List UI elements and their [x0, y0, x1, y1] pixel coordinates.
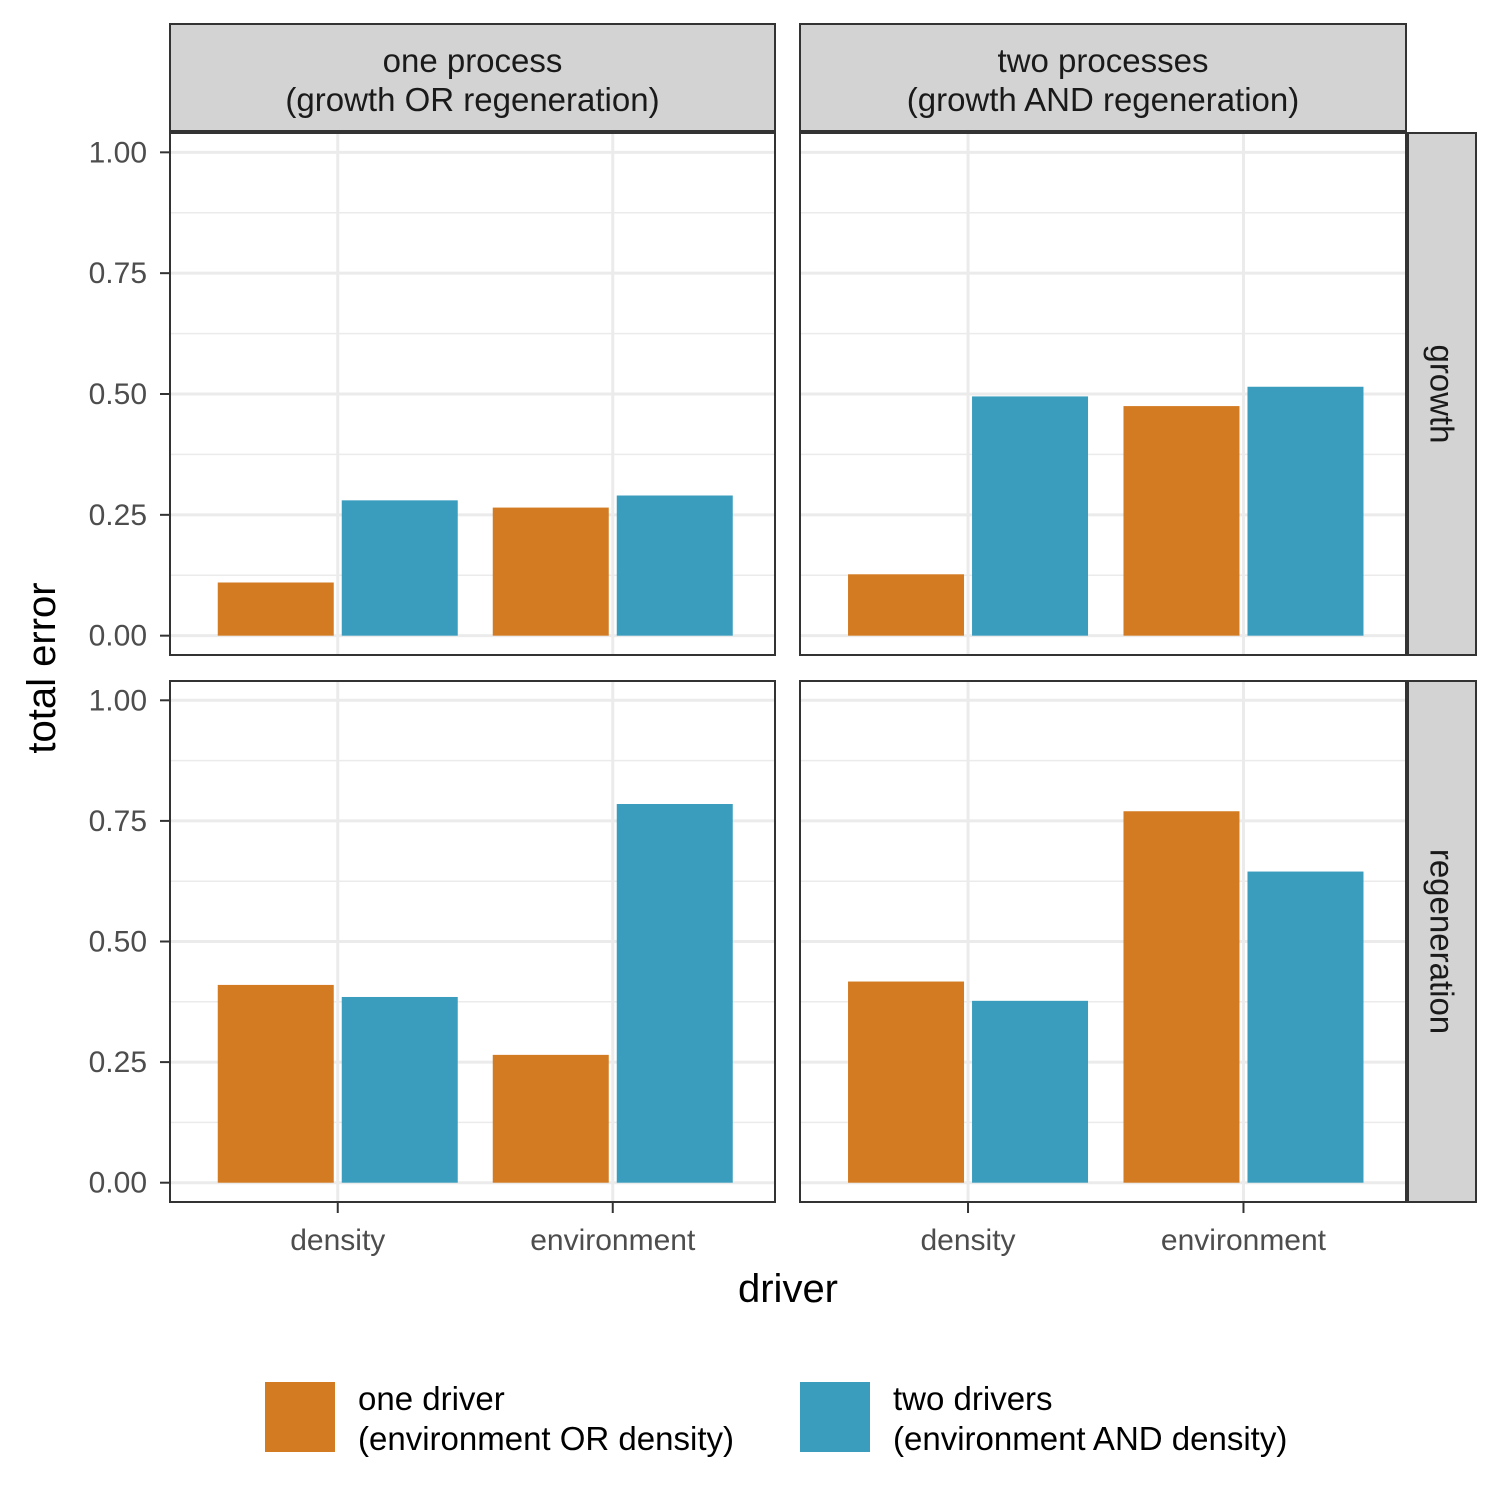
panel-border	[799, 132, 1407, 656]
x-tick-label: environment	[1161, 1224, 1327, 1257]
y-tick-label: 0.75	[89, 805, 147, 838]
bar-two-drivers-density	[341, 996, 458, 1183]
bar-two-drivers-density	[972, 396, 1089, 636]
legend-swatch	[265, 1382, 335, 1452]
legend-label-line1: one driver	[358, 1380, 505, 1417]
bar-one-driver-environment	[492, 1054, 609, 1183]
y-tick-label: 0.50	[89, 378, 147, 411]
column-strip: two processes(growth AND regeneration)	[799, 23, 1407, 132]
legend-label-line2: (environment AND density)	[893, 1420, 1287, 1457]
y-tick-label: 0.25	[89, 499, 147, 532]
y-tick-label: 1.00	[89, 136, 147, 169]
bar-one-driver-environment	[1123, 811, 1240, 1183]
row-strip-label: growth	[1424, 344, 1461, 443]
row-strip-label: regeneration	[1424, 849, 1461, 1034]
panel-growth-two-processes	[799, 132, 1407, 656]
row-strip: regeneration	[1407, 680, 1477, 1203]
x-axis-title: driver	[738, 1267, 838, 1311]
y-tick-label: 0.50	[89, 926, 147, 959]
column-strip: one process(growth OR regeneration)	[169, 23, 776, 132]
bar-one-driver-density	[217, 582, 334, 636]
bar-one-driver-environment	[492, 507, 609, 636]
bar-one-driver-density	[848, 981, 965, 1183]
bar-two-drivers-environment	[1247, 386, 1364, 636]
bar-two-drivers-environment	[1247, 871, 1364, 1183]
strip-label-line2: (growth AND regeneration)	[907, 81, 1300, 118]
bar-one-driver-density	[217, 984, 334, 1183]
row-strip: growth	[1407, 132, 1477, 656]
strip-label-line1: one process	[383, 42, 563, 79]
panel-border	[799, 680, 1407, 1203]
y-axis-title: total error	[20, 582, 64, 753]
legend-swatch	[800, 1382, 870, 1452]
bar-two-drivers-density	[341, 500, 458, 636]
y-tick-label: 0.00	[89, 620, 147, 653]
bar-one-driver-environment	[1123, 406, 1240, 636]
bar-two-drivers-environment	[616, 804, 733, 1183]
y-tick-label: 0.75	[89, 257, 147, 290]
bar-two-drivers-density	[972, 1000, 1089, 1183]
legend-label-line2: (environment OR density)	[358, 1420, 734, 1457]
strip-background	[1407, 680, 1477, 1203]
x-tick-label: density	[290, 1224, 385, 1257]
strip-background	[799, 23, 1407, 132]
panel-regeneration-two-processes	[799, 680, 1407, 1203]
strip-background	[1407, 132, 1477, 656]
legend-label-line1: two drivers	[893, 1380, 1053, 1417]
legend: one driver(environment OR density) two dr…	[265, 1380, 1287, 1457]
y-tick-label: 0.25	[89, 1046, 147, 1079]
bar-one-driver-density	[848, 574, 965, 636]
bar-two-drivers-environment	[616, 495, 733, 636]
strip-label-line1: two processes	[998, 42, 1209, 79]
panel-growth-one-process	[169, 132, 776, 656]
y-tick-label: 1.00	[89, 684, 147, 717]
y-tick-label: 0.00	[89, 1167, 147, 1200]
strip-background	[169, 23, 776, 132]
x-tick-label: environment	[530, 1224, 696, 1257]
panel-regeneration-one-process	[169, 680, 776, 1203]
strip-label-line2: (growth OR regeneration)	[285, 81, 659, 118]
x-tick-label: density	[920, 1224, 1015, 1257]
